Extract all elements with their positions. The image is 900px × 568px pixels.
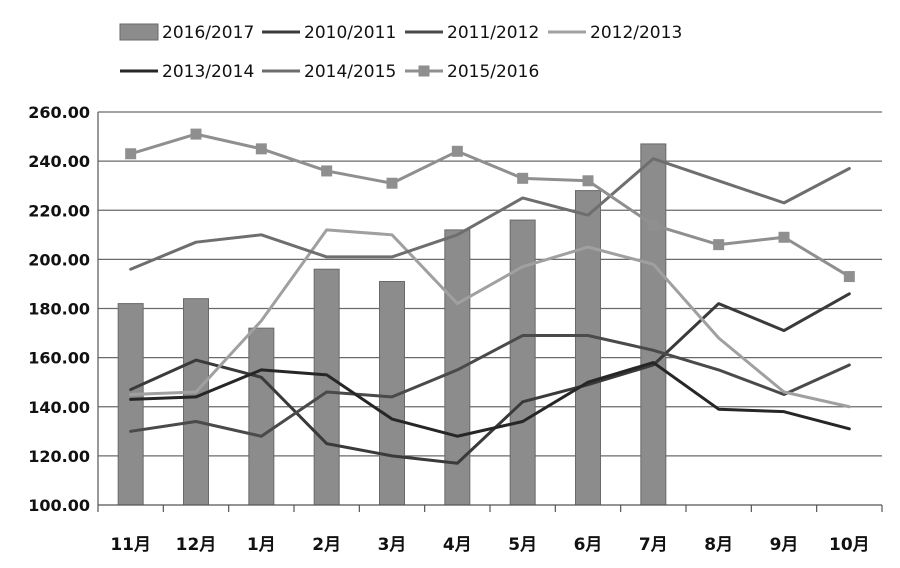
axis-layer: 100.00 120.00 140.00 160.00 180.00 200.00 220.… [28,103,883,555]
marker-2015-2016-3 [321,165,333,177]
x-tick-label: 10月 [829,535,870,555]
legend-item-2010-2011: 2010/2011 [262,23,396,43]
legend-item-2014-2015: 2014/2015 [262,62,396,82]
series-line-2014-2015 [129,157,851,271]
bar-layer [117,143,667,506]
legend-marker [418,65,430,77]
legend: 2016/2017 2010/2011 2011/2012 2012/2013 2013… [119,23,682,82]
marker-2015-2016-11 [843,271,855,283]
bar-2016-2017-7 [575,190,601,506]
legend-label: 2010/2011 [304,23,396,43]
legend-label: 2016/2017 [162,23,254,43]
marker-2015-2016-9 [713,239,725,251]
series-line-2012-2013 [129,228,851,409]
bar-2016-2017-1 [183,298,209,506]
x-tick-label: 6月 [574,535,603,555]
x-tick-label: 3月 [378,535,407,555]
legend-item-2015-2016: 2015/2016 [405,62,539,82]
legend-label: 2014/2015 [304,62,396,82]
legend-item-2012-2013: 2012/2013 [548,23,682,43]
x-tick-label: 1月 [247,535,276,555]
legend-label: 2015/2016 [447,62,539,82]
y-tick-label: 220.00 [28,201,90,220]
legend-label: 2013/2014 [162,62,254,82]
legend-label: 2011/2012 [447,23,539,43]
marker-2015-2016-1 [190,128,202,140]
marker-2015-2016-0 [125,148,137,160]
legend-swatch [119,23,159,41]
marker-2015-2016-5 [451,145,463,157]
y-tick-label: 140.00 [28,398,90,417]
marker-2015-2016-7 [582,175,594,187]
series-line-2013-2014 [129,361,851,438]
y-tick-label: 120.00 [28,447,90,466]
legend-item-2013-2014: 2013/2014 [120,62,254,82]
x-tick-label: 9月 [770,535,799,555]
legend-item-2011-2012: 2011/2012 [405,23,539,43]
x-tick-label: 12月 [176,535,217,555]
marker-2015-2016-6 [517,172,529,184]
marker-2015-2016-4 [386,177,398,189]
y-tick-label: 160.00 [28,349,90,368]
marker-2015-2016-10 [778,231,790,243]
bar-2016-2017-8 [640,143,667,506]
y-tick-label: 180.00 [28,300,90,319]
y-tick-label: 240.00 [28,152,90,171]
bar-2016-2017-0 [117,303,144,506]
line-layer [125,128,855,465]
y-tick-label: 200.00 [28,250,90,269]
x-tick-label: 7月 [639,535,668,555]
bar-2016-2017-2 [248,327,275,506]
y-tick-label: 100.00 [28,496,90,515]
series-line-2015-2016 [129,132,851,279]
marker-2015-2016-8 [647,219,659,231]
x-tick-label: 2月 [312,535,341,555]
marker-2015-2016-2 [255,143,267,155]
legend-label: 2012/2013 [590,23,682,43]
x-tick-label: 5月 [508,535,537,555]
x-tick-label: 4月 [443,535,472,555]
x-tick-label: 8月 [704,535,733,555]
y-tick-label: 260.00 [28,103,90,122]
series-line-2011-2012 [129,334,851,438]
x-tick-label: 11月 [110,535,151,555]
legend-item-2016-2017: 2016/2017 [119,23,254,43]
bar-2016-2017-3 [313,268,340,506]
